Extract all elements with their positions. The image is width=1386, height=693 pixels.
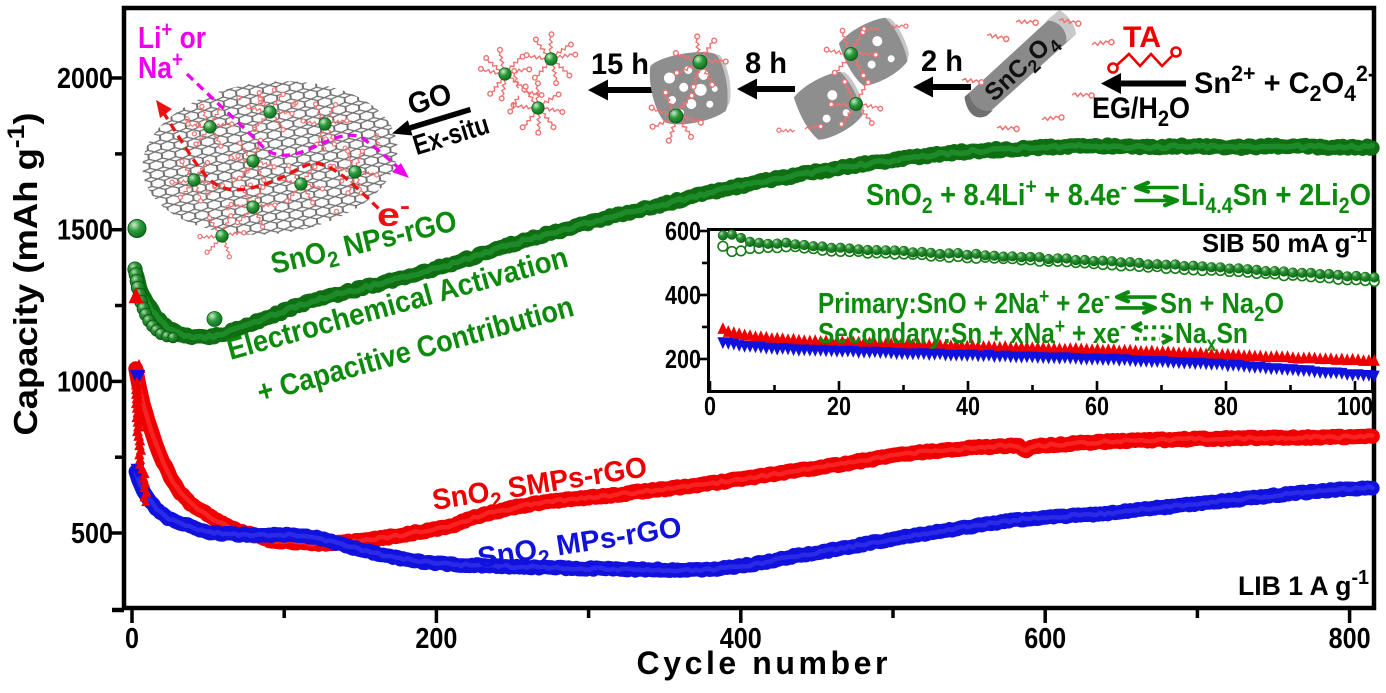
svg-text:200: 200	[665, 344, 701, 374]
svg-text:100: 100	[1337, 391, 1373, 421]
svg-text:0: 0	[704, 391, 716, 421]
svg-text:EG/H2O: EG/H2O	[1092, 92, 1190, 131]
svg-text:2000: 2000	[57, 63, 113, 95]
svg-text:Li+ or: Li+ or	[138, 17, 206, 55]
svg-text:Primary:SnO + 2Na+ + 2e-: Primary:SnO + 2Na+ + 2e-	[818, 285, 1110, 320]
svg-text:Sn + Na2O: Sn + Na2O	[1160, 288, 1284, 326]
svg-text:0: 0	[125, 623, 139, 655]
svg-text:1000: 1000	[57, 366, 113, 398]
svg-text:2 h: 2 h	[921, 45, 963, 78]
svg-text:Cycle number: Cycle number	[637, 645, 888, 681]
svg-text:Li4.4Sn + 2Li2O: Li4.4Sn + 2Li2O	[1181, 177, 1371, 218]
svg-text:800: 800	[1329, 623, 1371, 655]
svg-text:LIB 1 A g-1: LIB 1 A g-1	[1238, 567, 1369, 601]
svg-text:600: 600	[1024, 623, 1066, 655]
svg-text:Sn2+ + C2O42-: Sn2+ + C2O42-	[1194, 61, 1375, 106]
svg-text:NaxSn: NaxSn	[1175, 318, 1248, 356]
svg-text:600: 600	[665, 216, 701, 246]
svg-text:Secondary:Sn + xNa+ + xe-: Secondary:Sn + xNa+ + xe-	[818, 315, 1126, 350]
svg-text:40: 40	[956, 391, 980, 421]
svg-text:15 h: 15 h	[591, 48, 649, 81]
svg-text:400: 400	[665, 280, 701, 310]
svg-text:80: 80	[1214, 391, 1238, 421]
svg-text:Capacity (mAh g-1): Capacity (mAh g-1)	[3, 113, 44, 436]
svg-text:400: 400	[720, 623, 762, 655]
svg-text:TA: TA	[1123, 21, 1161, 54]
svg-text:8 h: 8 h	[745, 47, 787, 80]
svg-text:60: 60	[1085, 391, 1109, 421]
svg-text:200: 200	[415, 623, 457, 655]
svg-text:SnO2 + 8.4Li+ + 8.4e-: SnO2 + 8.4Li+ + 8.4e-	[866, 174, 1127, 218]
svg-text:SIB 50 mA g-1: SIB 50 mA g-1	[1202, 226, 1367, 258]
svg-text:1500: 1500	[57, 215, 113, 247]
svg-text:20: 20	[827, 391, 851, 421]
svg-text:500: 500	[71, 518, 113, 550]
